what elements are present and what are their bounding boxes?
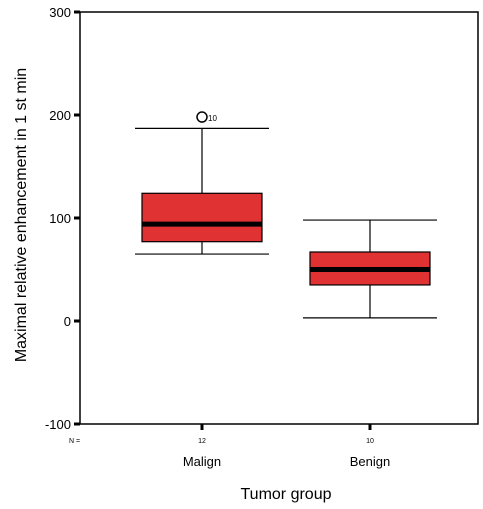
plot-frame [79, 11, 479, 425]
y-tick-label: 100 [49, 211, 71, 226]
n-value: 10 [366, 438, 374, 445]
iqr-box [141, 192, 263, 243]
y-axis-label: Maximal relative enhancement in 1 st min [13, 68, 30, 362]
n-label: N = [69, 438, 80, 445]
outlier-point [196, 111, 208, 123]
n-value: 12 [198, 438, 206, 445]
x-axis-label: Tumor group [241, 486, 332, 503]
box-malign: 10 12 Malign [135, 111, 269, 469]
category-label: Malign [183, 454, 221, 469]
plot-area: -100 0 100 200 300 10 12 Malign 10 Benign [45, 5, 479, 469]
y-tick-label: 0 [64, 314, 71, 329]
category-label: Benign [350, 454, 390, 469]
y-tick-label: -100 [45, 417, 71, 432]
box-benign: 10 Benign [303, 219, 437, 469]
y-tick-label: 200 [49, 108, 71, 123]
y-tick-label: 300 [49, 5, 71, 20]
outlier-label: 10 [208, 114, 217, 123]
